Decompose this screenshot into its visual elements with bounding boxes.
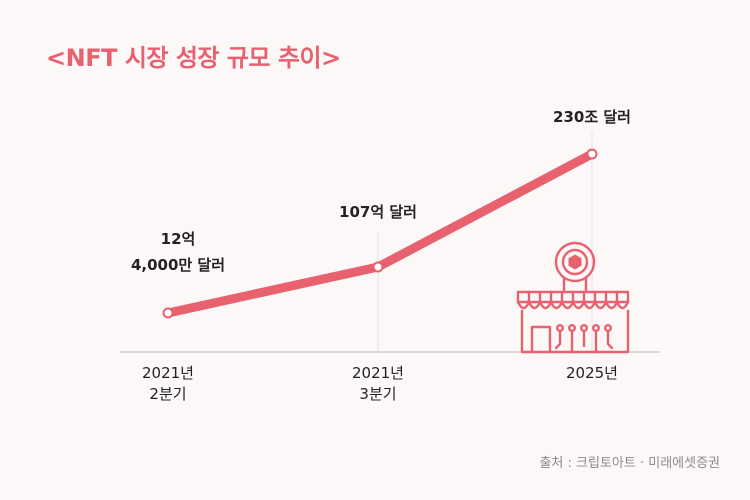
source-note: 출처 : 크립토아트 · 미래에셋증권 xyxy=(539,456,720,471)
series-line-nft-market xyxy=(163,149,597,318)
data-label-1: 12억 4,000만 달러 xyxy=(131,230,225,274)
x-tick-label-3: 2025년 xyxy=(566,364,618,382)
x-tick-label-1: 2021년 2분기 xyxy=(142,364,194,403)
token-badge-icon xyxy=(554,241,596,294)
data-point-1 xyxy=(162,307,174,319)
chart-title: <NFT 시장 성장 규모 추이> xyxy=(46,44,341,72)
data-point-3 xyxy=(586,148,598,160)
x-tick-label-2: 2021년 3분기 xyxy=(352,364,404,403)
data-label-2: 107억 달러 xyxy=(339,203,417,221)
data-point-2 xyxy=(372,261,384,273)
data-label-3: 230조 달러 xyxy=(553,108,631,126)
storefront-icon xyxy=(516,241,630,354)
